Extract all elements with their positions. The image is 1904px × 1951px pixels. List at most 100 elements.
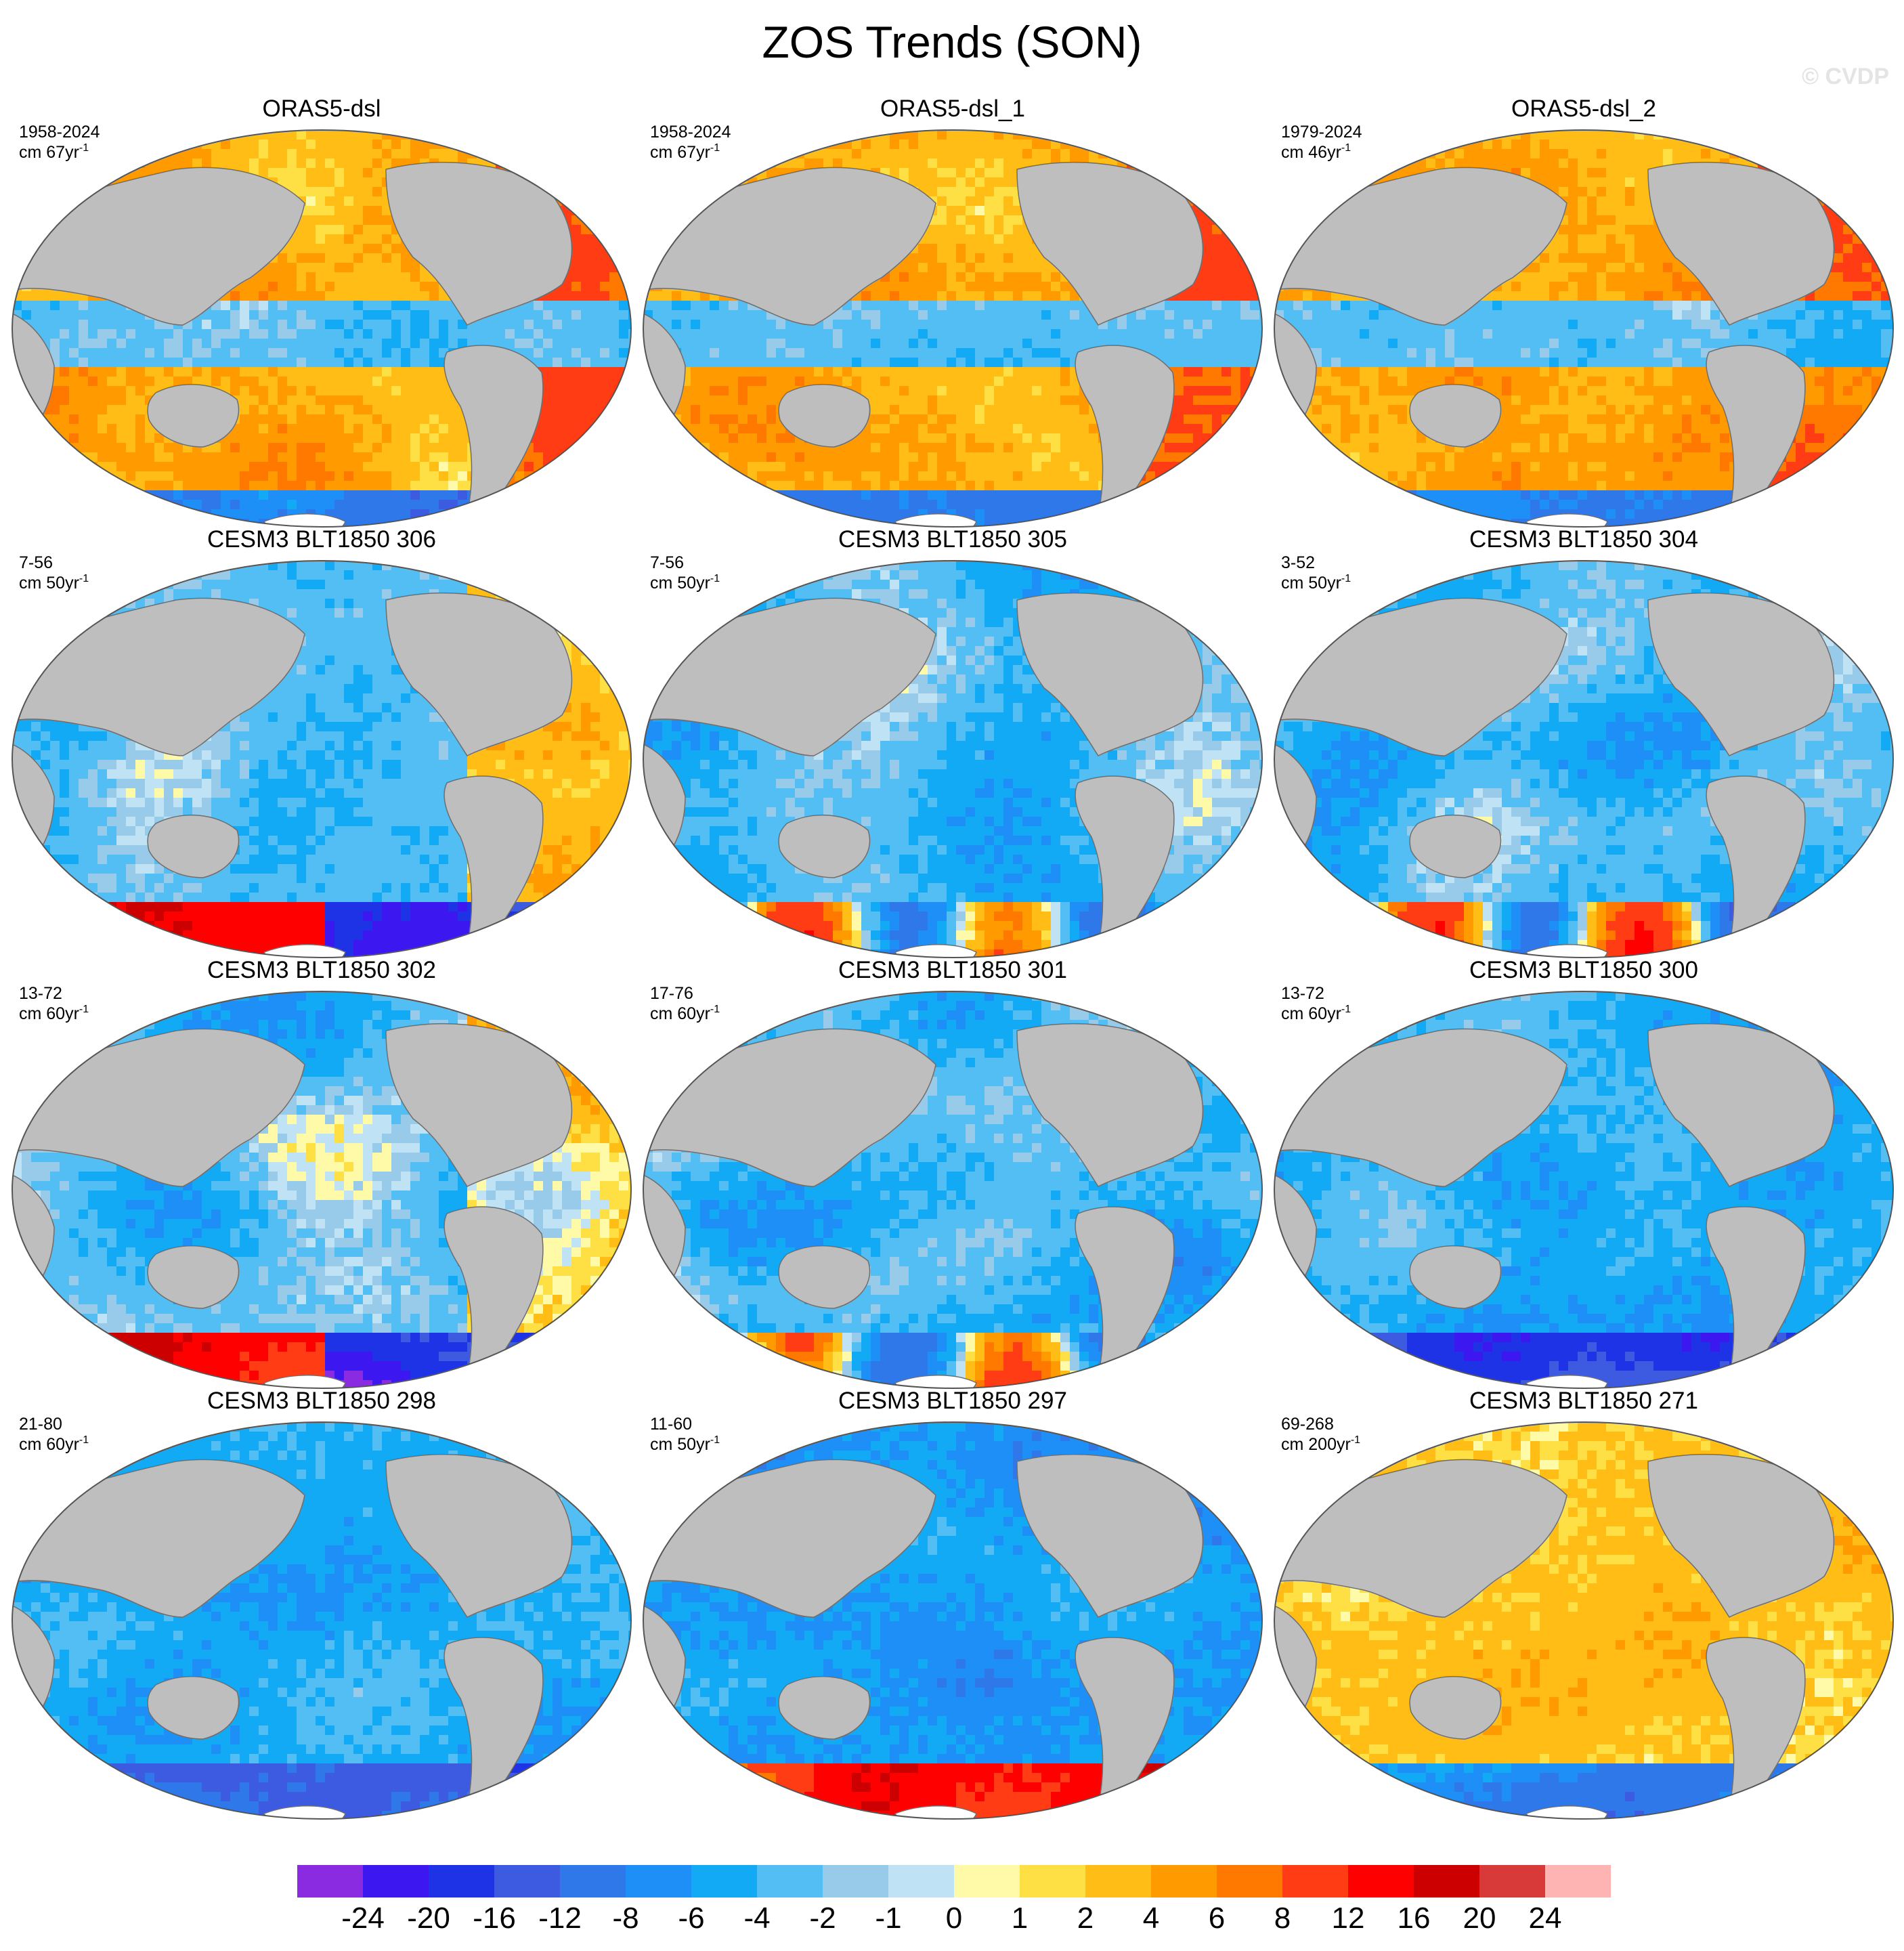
continent-shape: [385, 161, 573, 326]
colorbar-tick-label: 6: [1209, 1902, 1225, 1935]
colorbar-tick-label: 16: [1398, 1902, 1431, 1935]
panel-title: CESM3 BLT1850 300: [1269, 956, 1899, 985]
map-panel: ORAS5-dsl_2 1979-2024 cm 46yr-1: [1269, 95, 1899, 535]
continent-shape: [778, 814, 871, 878]
continent-shape: [12, 1028, 305, 1187]
unit-label: cm 60yr-1: [1281, 1004, 1351, 1024]
map-panel: CESM3 BLT1850 271 69-268 cm 200yr-1: [1269, 1387, 1899, 1827]
continent-shape: [643, 597, 936, 756]
continent-shape: [778, 383, 871, 448]
land-masses: [643, 1023, 1204, 1388]
colorbar-segment: [757, 1865, 823, 1898]
map-panel: CESM3 BLT1850 297 11-60 cm 50yr-1: [638, 1387, 1268, 1827]
map-panel: ORAS5-dsl 1958-2024 cm 67yr-1: [7, 95, 636, 535]
map-outline: [12, 560, 632, 958]
colorbar-segment: [494, 1865, 561, 1898]
colorbar-tick-label: -8: [612, 1902, 639, 1935]
panel-period-unit: 3-52 cm 50yr-1: [1281, 553, 1351, 593]
colorbar-segment: [1085, 1865, 1152, 1898]
map-outline: [643, 1421, 1263, 1820]
world-map: [12, 129, 632, 528]
unit-label: cm 46yr-1: [1281, 142, 1362, 163]
colorbar-tick-label: -20: [407, 1902, 450, 1935]
continent-shape: [385, 1453, 573, 1618]
panel-period-unit: 69-268 cm 200yr-1: [1281, 1414, 1360, 1455]
colorbar-tick-label: 12: [1332, 1902, 1365, 1935]
colorbar-tick-label: -12: [538, 1902, 582, 1935]
period-label: 3-52: [1281, 553, 1351, 573]
colorbar-segment: [691, 1865, 758, 1898]
continent-shape: [1409, 1675, 1502, 1740]
antarctica-shape: [263, 1805, 346, 1819]
colorbar-tick-label: 0: [946, 1902, 962, 1935]
panel-period-unit: 11-60 cm 50yr-1: [650, 1414, 720, 1455]
continent-shape: [147, 814, 240, 878]
continent-shape: [385, 592, 573, 756]
continent-shape: [643, 1028, 936, 1187]
colorbar-segment: [954, 1865, 1020, 1898]
colorbar-tick-label: 8: [1274, 1902, 1291, 1935]
panel-title: CESM3 BLT1850 305: [638, 526, 1268, 554]
panel-period-unit: 21-80 cm 60yr-1: [19, 1414, 89, 1455]
continent-shape: [12, 167, 305, 326]
map-panel: ORAS5-dsl_1 1958-2024 cm 67yr-1: [638, 95, 1268, 535]
continent-shape: [1016, 161, 1204, 326]
land-masses: [12, 1023, 573, 1388]
antarctica-shape: [894, 1375, 977, 1388]
continent-shape: [1274, 1028, 1567, 1187]
panel-title: CESM3 BLT1850 302: [7, 956, 636, 985]
panel-period-unit: 7-56 cm 50yr-1: [19, 553, 89, 593]
continent-shape: [1409, 814, 1502, 878]
unit-label: cm 200yr-1: [1281, 1434, 1360, 1455]
period-label: 1958-2024: [19, 122, 100, 142]
panel-period-unit: 1979-2024 cm 46yr-1: [1281, 122, 1362, 163]
continent-shape: [1016, 592, 1204, 756]
colorbar-tick-label: -6: [678, 1902, 704, 1935]
antarctica-shape: [1525, 1805, 1608, 1819]
panel-title: ORAS5-dsl: [7, 95, 636, 123]
colorbar-segment: [1151, 1865, 1217, 1898]
colorbar-tick-label: -24: [341, 1902, 385, 1935]
colorbar-tick-label: -4: [743, 1902, 770, 1935]
world-map: [12, 560, 632, 958]
unit-label: cm 50yr-1: [650, 1434, 720, 1455]
antarctica-shape: [263, 513, 346, 527]
panel-period-unit: 13-72 cm 60yr-1: [1281, 983, 1351, 1024]
panel-period-unit: 1958-2024 cm 67yr-1: [19, 122, 100, 163]
continent-shape: [778, 1245, 871, 1309]
unit-label: cm 60yr-1: [650, 1004, 720, 1024]
map-outline: [643, 991, 1263, 1389]
period-label: 17-76: [650, 983, 720, 1004]
land-masses: [12, 1453, 573, 1819]
continent-shape: [1016, 1453, 1204, 1618]
period-label: 69-268: [1281, 1414, 1360, 1434]
panel-title: CESM3 BLT1850 297: [638, 1387, 1268, 1415]
unit-label: cm 60yr-1: [19, 1004, 89, 1024]
colorbar-segment: [363, 1865, 429, 1898]
antarctica-shape: [1525, 513, 1608, 527]
continent-shape: [12, 1459, 305, 1618]
colorbar-segment: [1545, 1865, 1611, 1898]
continent-shape: [1409, 383, 1502, 448]
antarctica-shape: [1525, 944, 1608, 958]
colorbar-segment: [1282, 1865, 1349, 1898]
continent-shape: [643, 1459, 936, 1618]
panel-title: CESM3 BLT1850 301: [638, 956, 1268, 985]
colorbar: [297, 1865, 1611, 1898]
world-map: [1274, 129, 1894, 528]
colorbar-segment: [626, 1865, 692, 1898]
continent-shape: [147, 1675, 240, 1740]
map-panel: CESM3 BLT1850 305 7-56 cm 50yr-1: [638, 526, 1268, 966]
map-outline: [643, 560, 1263, 958]
panel-title: CESM3 BLT1850 298: [7, 1387, 636, 1415]
panel-title: CESM3 BLT1850 306: [7, 526, 636, 554]
map-panel: CESM3 BLT1850 306 7-56 cm 50yr-1: [7, 526, 636, 966]
map-outline: [643, 129, 1263, 528]
unit-label: cm 60yr-1: [19, 1434, 89, 1455]
figure-title: ZOS Trends (SON): [0, 15, 1904, 69]
colorbar-segment: [1020, 1865, 1086, 1898]
continent-shape: [1274, 597, 1567, 756]
map-panel: CESM3 BLT1850 301 17-76 cm 60yr-1: [638, 956, 1268, 1396]
period-label: 21-80: [19, 1414, 89, 1434]
continent-shape: [643, 167, 936, 326]
